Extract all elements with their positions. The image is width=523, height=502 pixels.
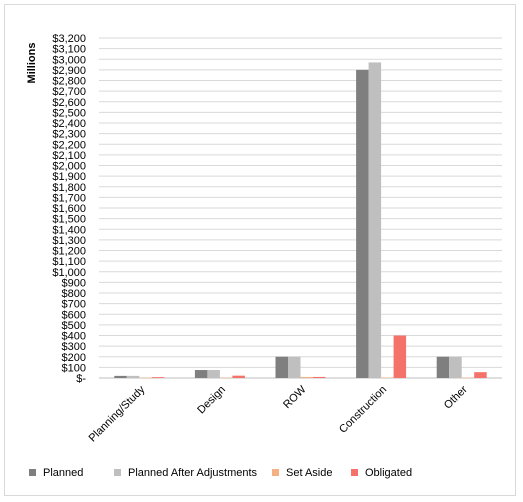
bar-planned-other	[436, 356, 450, 378]
bars	[114, 62, 487, 379]
y-tick-label: $1,000	[52, 267, 86, 279]
x-tick-label: Other	[442, 383, 470, 411]
y-tick-label: $2,100	[52, 150, 86, 162]
x-axis: Planning/Study Design ROW Construction Other	[87, 383, 470, 444]
y-tick-label: $2,900	[52, 65, 86, 77]
y-tick-label: $2,300	[52, 129, 86, 141]
y-tick-label: $1,700	[52, 192, 86, 204]
bar-obligated-other	[474, 372, 487, 378]
bar-planned-construction	[356, 69, 369, 378]
legend-label-set-aside: Set Aside	[286, 467, 332, 479]
legend: Planned Planned After Adjustments Set Asid…	[29, 467, 412, 479]
x-tick-label: Construction	[337, 384, 389, 436]
legend-label-obligated: Obligated	[365, 467, 412, 479]
y-tick-label: $1,300	[52, 235, 86, 247]
legend-swatch-planned	[29, 469, 36, 476]
y-axis-title: Millions	[26, 43, 38, 84]
legend-swatch-obligated	[351, 469, 358, 476]
bar-planned-after-adjustments-design	[207, 370, 220, 378]
y-tick-label: $700	[62, 299, 86, 311]
y-tick-label: $2,500	[52, 107, 86, 119]
y-tick-label: $100	[62, 362, 86, 374]
bar-obligated-design	[232, 375, 245, 378]
chart-frame: $- $100 $200 $300 $400 $500 $600 $700 $800 $900 $1…	[4, 4, 516, 496]
bar-planned-after-adjustments-other	[449, 356, 462, 378]
y-tick-label: $2,600	[52, 97, 86, 109]
y-tick-label: $500	[62, 320, 86, 332]
x-tick-label: Design	[195, 384, 228, 417]
bar-set-aside-design	[219, 377, 233, 379]
bar-obligated-planning-study	[151, 377, 165, 378]
bar-obligated-row	[313, 376, 326, 378]
y-tick-label: $900	[62, 277, 86, 289]
legend-swatch-set-aside	[272, 469, 279, 476]
legend-swatch-planned-after-adjustments	[114, 469, 121, 476]
bar-set-aside-row	[300, 376, 313, 378]
bar-chart: $-$100$200$300$400$500$600$700$800$900$1…	[26, 33, 502, 479]
legend-label-planned-after-adjustments: Planned After Adjustments	[128, 467, 258, 479]
y-tick-label: $300	[62, 341, 86, 353]
x-tick-label: ROW	[281, 383, 309, 411]
bar-planned-after-adjustments-row	[288, 356, 301, 378]
y-tick-label: $3,200	[52, 33, 86, 45]
y-tick-label: $1,800	[52, 182, 86, 194]
y-tick-label: $2,200	[52, 139, 86, 151]
y-tick-label: $2,000	[52, 161, 86, 173]
y-tick-label: $-	[76, 373, 86, 385]
bar-set-aside-planning-study	[139, 377, 152, 379]
y-tick-label: $2,800	[52, 76, 86, 88]
bar-planned-design	[194, 370, 208, 378]
y-tick-label: $1,600	[52, 203, 86, 215]
y-axis-ticks: $-$100$200$300$400$500$600$700$800$900$1…	[52, 33, 86, 385]
y-tick-label: $2,400	[52, 118, 86, 130]
y-tick-label: $1,900	[52, 171, 86, 183]
y-tick-label: $1,100	[52, 256, 86, 268]
y-tick-label: $400	[62, 331, 86, 343]
y-tick-label: $600	[62, 309, 86, 321]
y-tick-label: $3,100	[52, 44, 86, 56]
legend-label-planned: Planned	[43, 467, 83, 479]
y-tick-label: $200	[62, 352, 86, 364]
bar-planned-planning-study	[114, 375, 127, 378]
bar-set-aside-other	[461, 377, 475, 379]
bar-obligated-construction	[393, 335, 407, 378]
bar-planned-after-adjustments-planning-study	[126, 375, 140, 378]
gridlines	[99, 37, 502, 379]
y-tick-label: $1,400	[52, 224, 86, 236]
bar-set-aside-construction	[381, 377, 394, 378]
bar-planned-row	[275, 356, 288, 378]
y-tick-label: $1,500	[52, 214, 86, 226]
x-tick-label: Planning/Study	[87, 383, 148, 444]
y-tick-label: $3,000	[52, 54, 86, 66]
bar-planned-after-adjustments-construction	[368, 62, 382, 378]
y-tick-label: $1,200	[52, 246, 86, 258]
y-tick-label: $800	[62, 288, 86, 300]
y-tick-label: $2,700	[52, 86, 86, 98]
